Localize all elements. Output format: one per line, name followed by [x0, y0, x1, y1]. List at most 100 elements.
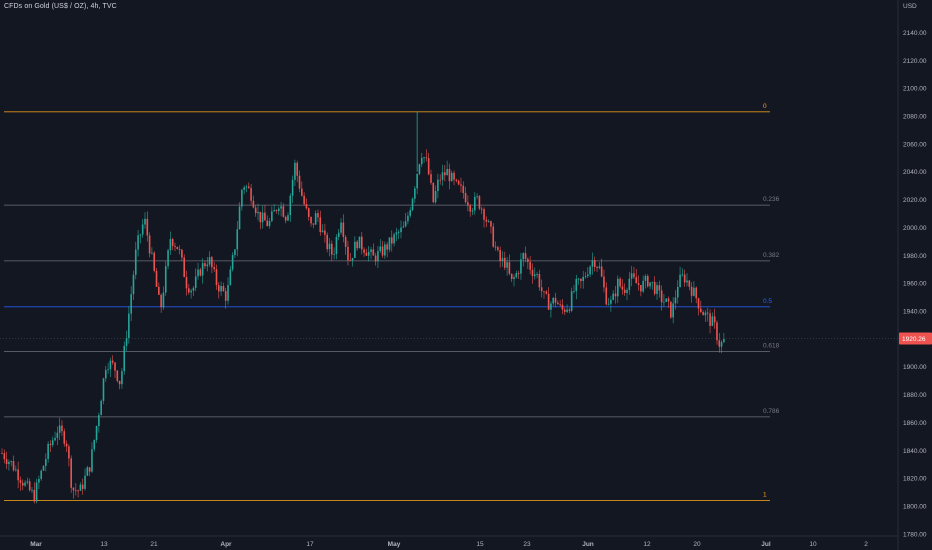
candle-body	[550, 303, 552, 310]
fib-level-label: 1	[763, 491, 767, 498]
candle-body	[395, 232, 398, 235]
candle-body	[174, 246, 176, 247]
candle-body	[559, 304, 561, 306]
candle-body	[623, 289, 626, 294]
candle-body	[474, 196, 476, 211]
candle-body	[84, 475, 86, 489]
candle-body	[635, 277, 638, 284]
time-tick-label: 23	[523, 541, 531, 548]
candle-body	[605, 287, 608, 305]
candle-body	[538, 274, 541, 288]
candle-body	[706, 312, 709, 314]
candle-body	[17, 469, 19, 481]
candle-body	[58, 425, 61, 433]
candle-body	[531, 269, 534, 276]
candle-body	[658, 285, 661, 291]
candle-body	[414, 188, 416, 199]
candle-body	[374, 255, 377, 262]
candle-body	[144, 218, 146, 225]
candle-body	[227, 285, 229, 301]
candle-body	[188, 288, 190, 293]
candle-body	[462, 185, 465, 194]
candle-body	[243, 187, 245, 190]
candle-body	[660, 290, 663, 303]
candle-body	[476, 196, 478, 197]
candle-body	[683, 274, 686, 283]
candle-body	[441, 172, 444, 180]
candle-body	[130, 294, 132, 314]
time-tick-label: 20	[693, 541, 701, 548]
candle-body	[158, 286, 160, 295]
candle-body	[533, 274, 536, 276]
candle-body	[379, 246, 382, 252]
candle-body	[653, 281, 656, 294]
candle-body	[38, 478, 40, 483]
candle-body	[704, 312, 707, 316]
candle-body	[303, 195, 305, 205]
candle-body	[77, 490, 79, 492]
candle-body	[612, 293, 614, 300]
candle-body	[619, 278, 621, 287]
candle-body	[280, 206, 282, 209]
candle-body	[28, 481, 31, 491]
candle-body	[356, 241, 358, 249]
candle-body	[513, 277, 515, 280]
time-tick-label: Mar	[30, 541, 42, 548]
current-price-badge	[899, 332, 932, 345]
time-tick-label: 10	[809, 541, 817, 548]
candle-body	[467, 202, 469, 206]
price-tick-label: 2140.00	[903, 30, 927, 37]
candle-body	[88, 467, 91, 472]
candle-body	[277, 208, 280, 212]
candle-body	[358, 236, 361, 249]
candle-body	[5, 459, 8, 465]
candle-body	[319, 217, 322, 233]
candle-body	[47, 443, 49, 459]
candle-body	[104, 369, 107, 379]
candle-body	[236, 229, 239, 250]
candle-body	[718, 340, 721, 347]
candle-body	[204, 263, 206, 267]
candle-body	[42, 465, 45, 471]
candle-body	[118, 380, 121, 385]
candle-body	[547, 293, 550, 310]
candle-body	[109, 360, 112, 370]
candle-body	[716, 322, 718, 341]
candle-body	[307, 208, 310, 217]
price-tick-label: 1880.00	[903, 392, 927, 399]
candle-body	[215, 269, 218, 286]
candle-body	[633, 273, 635, 278]
candle-body	[257, 211, 259, 214]
candle-body	[524, 253, 527, 259]
candle-body	[310, 216, 312, 224]
candle-body	[340, 222, 342, 233]
candle-body	[377, 251, 379, 262]
candle-body	[63, 431, 66, 444]
candle-body	[566, 309, 568, 312]
candle-body	[139, 234, 142, 236]
candle-body	[527, 258, 529, 263]
candle-body	[291, 179, 294, 196]
candle-body	[86, 467, 89, 476]
candle-body	[700, 308, 702, 313]
candle-body	[93, 439, 96, 450]
candle-body	[370, 249, 372, 252]
candle-body	[437, 179, 439, 191]
candle-body	[372, 249, 375, 256]
candle-body	[121, 371, 123, 385]
candle-body	[305, 204, 308, 209]
candle-body	[448, 168, 451, 182]
candle-body	[497, 247, 499, 251]
candle-body	[245, 186, 248, 188]
candle-body	[254, 207, 257, 214]
candle-body	[284, 216, 287, 221]
candle-body	[423, 157, 425, 159]
candle-body	[446, 168, 448, 176]
candle-body	[266, 220, 269, 227]
candle-body	[545, 291, 548, 294]
candle-body	[720, 342, 723, 347]
candle-body	[573, 291, 575, 292]
candle-body	[65, 443, 68, 447]
